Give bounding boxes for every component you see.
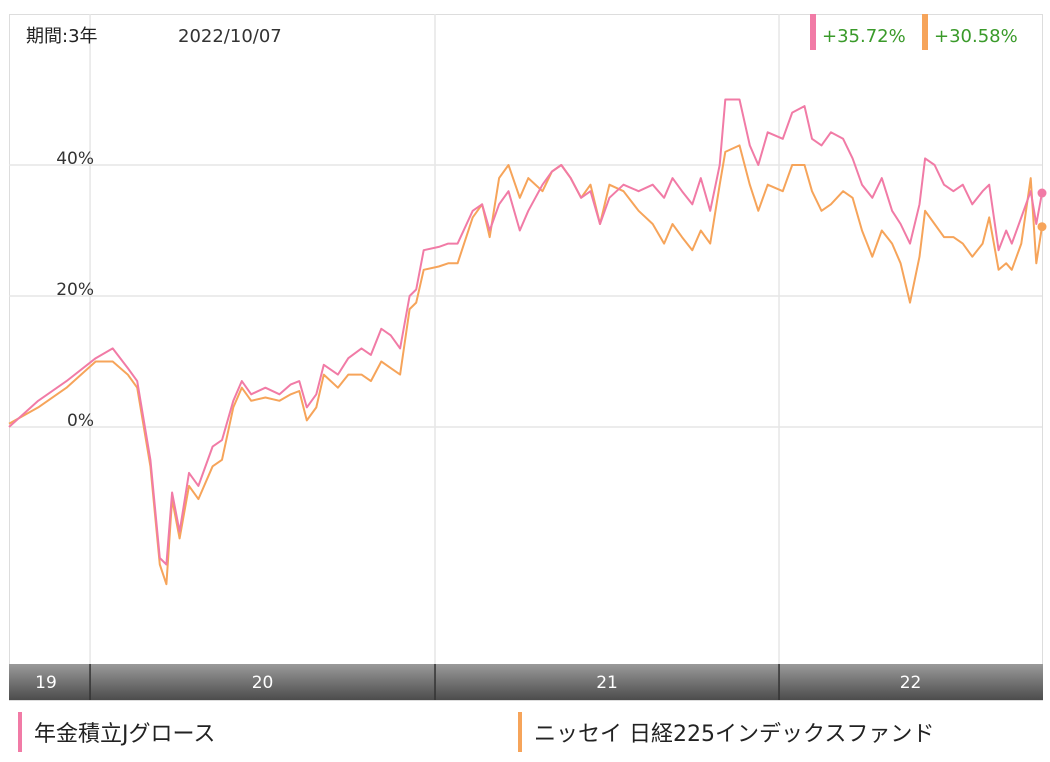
final-value-swatch-1 (810, 14, 816, 50)
final-value-labels: +35.72% +30.58% (810, 14, 1018, 50)
legend-swatch-fund-1 (18, 712, 22, 752)
y-tick-labels: 0% 20% 40% (56, 149, 94, 431)
series-layer (8, 98, 1047, 586)
series-end-point-2 (1037, 222, 1047, 232)
x-tick-label: 20 (252, 673, 274, 693)
x-tick-label: 19 (35, 673, 57, 693)
y-tick-label: 20% (56, 280, 94, 300)
final-value-label-1: +35.72% (822, 26, 906, 47)
legend-label-fund-2: ニッセイ 日経225インデックスファンド (534, 722, 935, 747)
series-line-1 (8, 98, 1043, 566)
legend-item-fund-1: 年金積立Jグロース (18, 708, 215, 756)
y-tick-label: 40% (56, 149, 94, 169)
final-value-swatch-2 (922, 14, 928, 50)
period-label: 期間:3年 (26, 26, 98, 47)
x-axis-band (9, 664, 1043, 700)
x-axis-ticks: 19 20 21 22 (35, 664, 921, 700)
x-tick-label: 22 (900, 673, 922, 693)
x-tick-label: 21 (596, 673, 618, 693)
date-label: 2022/10/07 (178, 26, 282, 47)
x-grid (89, 14, 780, 664)
chart-svg: 0% 20% 40% 期間:3年 2022/10/07 +35.72% +30.58%… (8, 14, 1047, 701)
legend-swatch-fund-2 (518, 712, 522, 752)
plot-frame (9, 14, 1043, 701)
series-end-point-1 (1037, 188, 1047, 198)
y-tick-label: 0% (67, 411, 94, 431)
y-grid (9, 164, 1042, 428)
final-value-label-2: +30.58% (934, 26, 1018, 47)
legend-item-fund-2: ニッセイ 日経225インデックスファンド (518, 708, 934, 756)
legend-label-fund-1: 年金積立Jグロース (34, 722, 216, 747)
